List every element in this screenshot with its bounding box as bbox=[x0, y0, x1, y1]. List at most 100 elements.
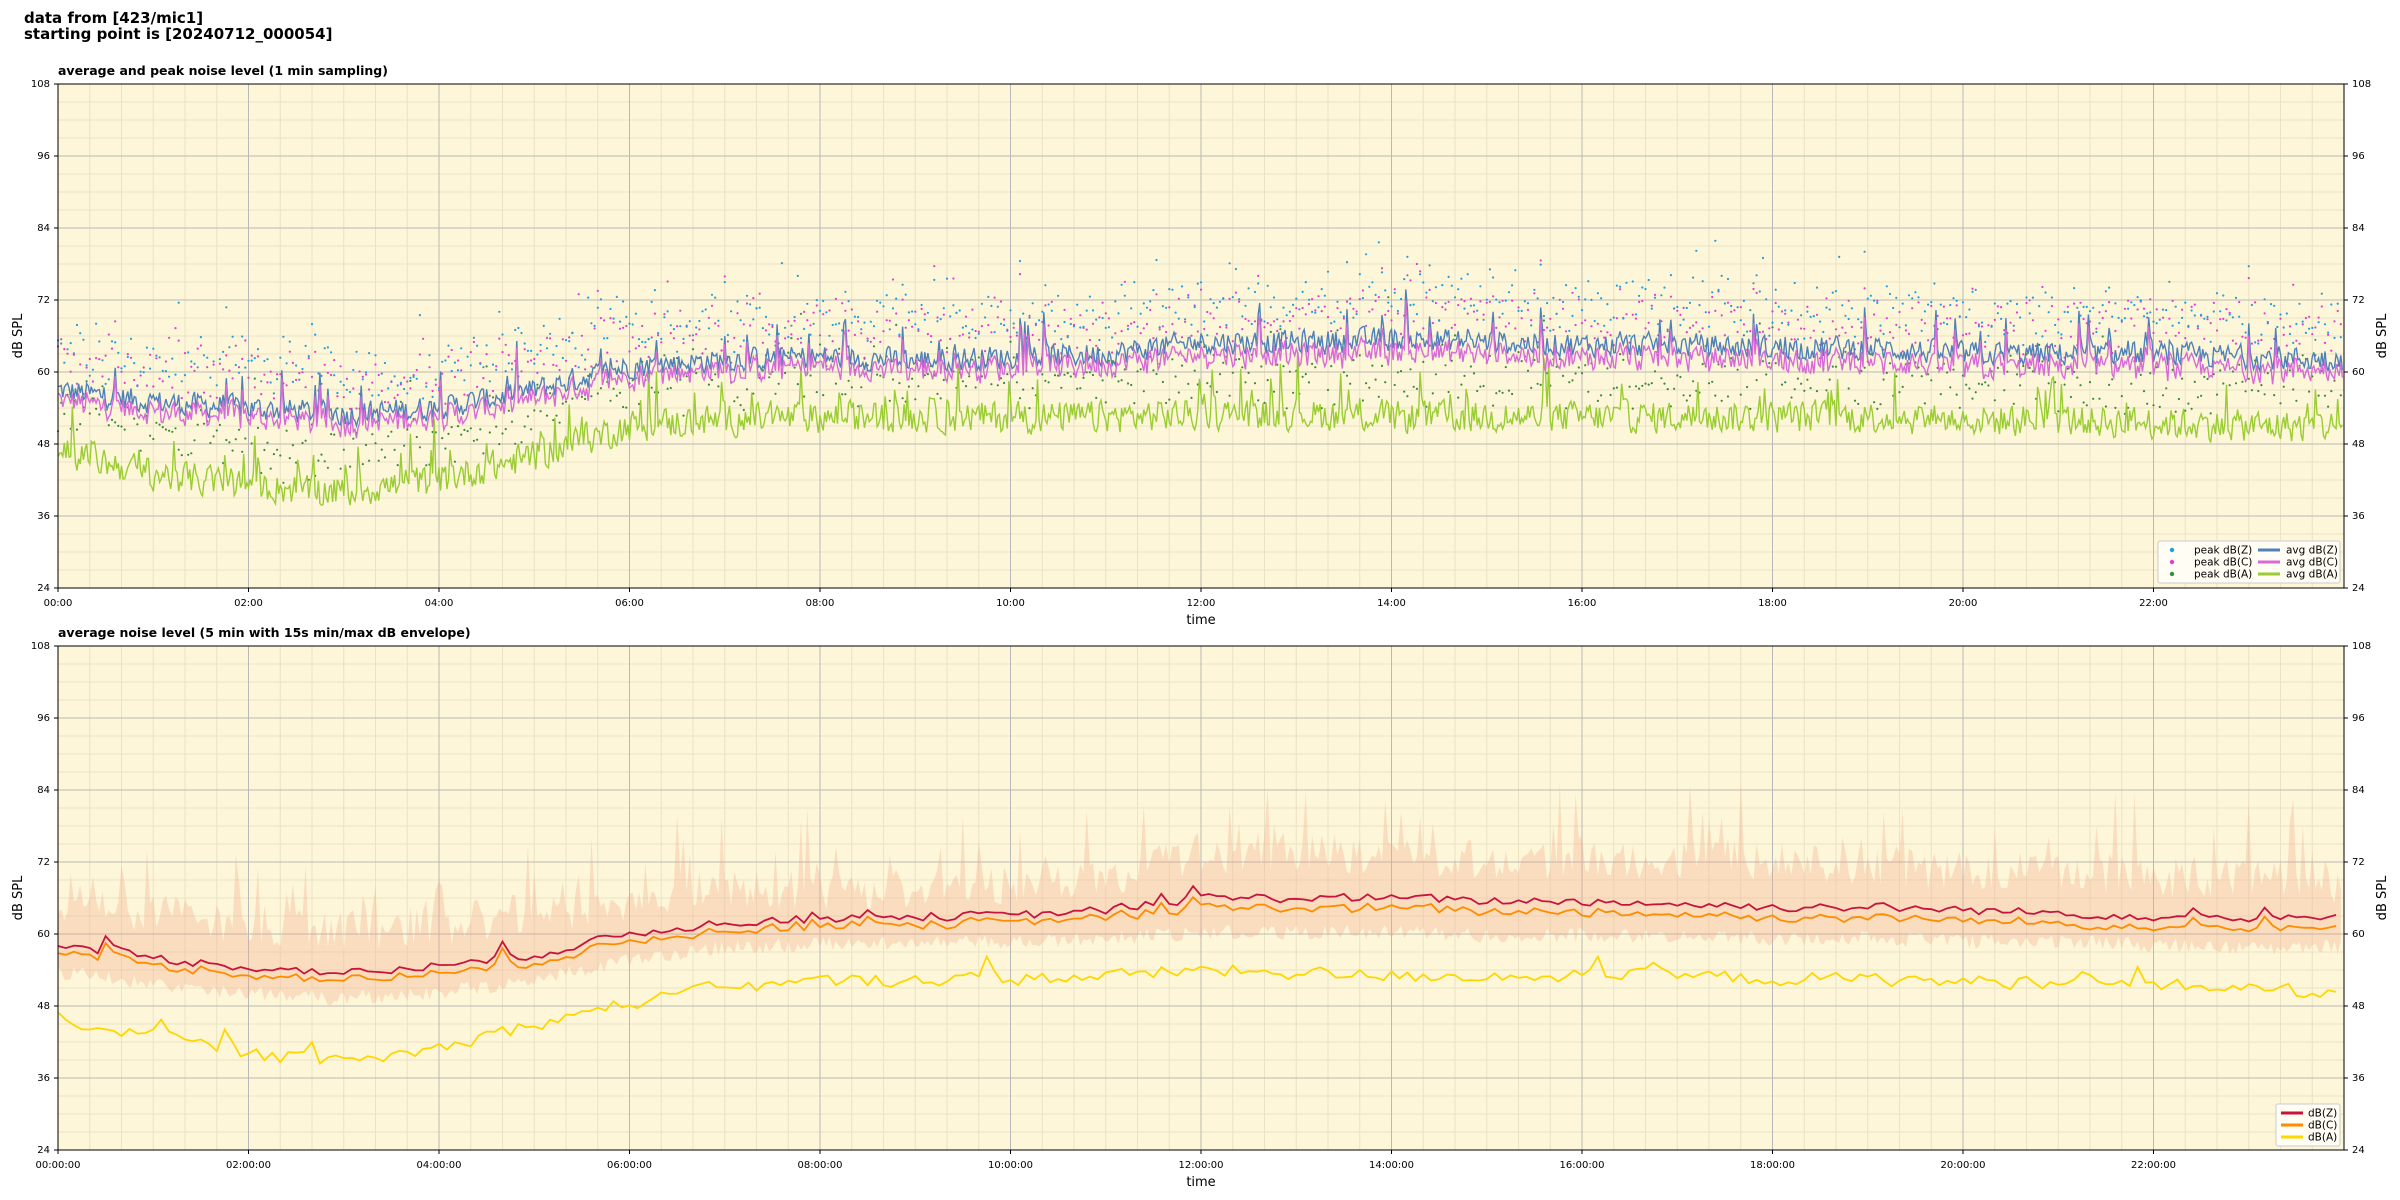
peak-dba-point bbox=[1876, 407, 1879, 410]
peak-dba-point bbox=[1206, 382, 1209, 385]
y-tick-label-right: 96 bbox=[2352, 713, 2365, 724]
peak-dbc-point bbox=[701, 352, 704, 355]
peak-dbz-point bbox=[488, 380, 491, 383]
peak-dba-point bbox=[1292, 391, 1295, 394]
peak-dbz-point bbox=[1647, 278, 1650, 282]
peak-dbz-point bbox=[495, 368, 498, 371]
peak-dbz-point bbox=[387, 387, 390, 390]
peak-dbc-point bbox=[69, 370, 72, 373]
peak-dba-point bbox=[1692, 380, 1695, 383]
peak-dbz-point bbox=[698, 319, 701, 323]
peak-dba-point bbox=[2301, 354, 2304, 357]
peak-dbz-point bbox=[657, 332, 660, 335]
peak-dbz-point bbox=[1203, 320, 1206, 323]
peak-dbc-point bbox=[1663, 336, 1666, 339]
peak-dbz-point bbox=[2203, 317, 2206, 320]
peak-dbz-point bbox=[863, 321, 866, 324]
peak-dbc-point bbox=[828, 309, 831, 312]
y-tick-label-right: 72 bbox=[2352, 857, 2365, 868]
peak-dbc-point bbox=[1895, 323, 1898, 326]
peak-dbc-point bbox=[199, 344, 202, 347]
peak-dbz-point bbox=[260, 380, 263, 383]
x-tick-label: 14:00:00 bbox=[1369, 1160, 1414, 1171]
peak-dbc-point bbox=[333, 359, 336, 362]
peak-dbz-point bbox=[707, 327, 711, 330]
peak-dba-point bbox=[803, 395, 806, 398]
peak-dbz-point bbox=[558, 317, 561, 320]
peak-dbz-point bbox=[406, 392, 409, 395]
x-tick-label: 12:00 bbox=[1187, 598, 1216, 609]
peak-dba-point bbox=[1895, 375, 1898, 378]
peak-dbc-point bbox=[164, 360, 167, 363]
peak-dba-point bbox=[1606, 367, 1609, 370]
peak-dbz-point bbox=[2044, 291, 2047, 294]
peak-dbz-point bbox=[593, 324, 596, 327]
peak-dba-point bbox=[2219, 369, 2222, 372]
peak-dbc-point bbox=[1917, 301, 1920, 304]
peak-dbc-point bbox=[1549, 317, 1552, 320]
peak-dbc-point bbox=[857, 320, 860, 323]
peak-dbz-point bbox=[1215, 306, 1218, 309]
peak-dba-point bbox=[1809, 387, 1812, 390]
peak-dba-point bbox=[2263, 393, 2266, 396]
peak-dbz-point bbox=[2320, 292, 2323, 295]
peak-dbc-point bbox=[1203, 327, 1206, 331]
peak-dba-point bbox=[974, 386, 977, 389]
peak-dbc-point bbox=[1517, 306, 1520, 309]
peak-dba-point bbox=[485, 365, 488, 368]
peak-dbc-point bbox=[2231, 339, 2234, 342]
peak-dbz-point bbox=[2247, 265, 2250, 268]
peak-dbz-point bbox=[450, 369, 453, 373]
peak-dba-point bbox=[1266, 379, 1269, 382]
peak-dbc-point bbox=[117, 366, 120, 369]
peak-dbc-point bbox=[1095, 344, 1098, 347]
peak-dbz-point bbox=[2082, 305, 2085, 308]
peak-dbz-point bbox=[2146, 312, 2149, 315]
peak-dba-point bbox=[1996, 366, 1999, 369]
peak-dbc-point bbox=[1393, 288, 1396, 291]
peak-dbz-point bbox=[618, 320, 622, 323]
x-tick-label: 04:00:00 bbox=[417, 1160, 462, 1171]
peak-dbz-point bbox=[98, 340, 101, 343]
peak-dbc-point bbox=[907, 319, 911, 322]
peak-dbz-point bbox=[301, 367, 304, 371]
peak-dba-point bbox=[368, 459, 371, 462]
peak-dbc-point bbox=[491, 389, 495, 393]
peak-dba-point bbox=[1726, 395, 1730, 398]
peak-dbc-point bbox=[2254, 301, 2257, 304]
peak-dba-point bbox=[695, 372, 698, 375]
peak-dbc-point bbox=[196, 347, 199, 350]
peak-dbc-point bbox=[825, 348, 828, 351]
peak-dbc-point bbox=[2050, 304, 2053, 308]
peak-dbc-point bbox=[1825, 297, 1828, 300]
peak-dbz-point bbox=[206, 356, 209, 359]
peak-dba-point bbox=[926, 373, 930, 376]
peak-dbc-point bbox=[1831, 320, 1834, 323]
peak-dbz-point bbox=[1638, 294, 1641, 297]
peak-dba-point bbox=[774, 392, 777, 395]
peak-dba-point bbox=[1463, 374, 1466, 377]
peak-dba-point bbox=[1409, 368, 1412, 371]
peak-dbz-point bbox=[1831, 291, 1834, 294]
peak-dbz-point bbox=[879, 301, 882, 304]
peak-dba-point bbox=[228, 441, 231, 444]
peak-dbz-point bbox=[2298, 302, 2301, 305]
peak-dbz-point bbox=[339, 380, 342, 383]
peak-dbz-point bbox=[1133, 281, 1136, 284]
peak-dbz-point bbox=[1082, 325, 1085, 328]
peak-dba-point bbox=[2266, 372, 2269, 375]
peak-dbz-point bbox=[904, 293, 907, 296]
peak-dbc-point bbox=[1180, 336, 1184, 339]
peak-dbz-point bbox=[555, 344, 558, 348]
peak-dbz-point bbox=[641, 340, 644, 343]
peak-dbc-point bbox=[1780, 310, 1784, 313]
peak-dba-point bbox=[2209, 412, 2212, 415]
peak-dbc-point bbox=[714, 322, 717, 325]
peak-dbc-point bbox=[2098, 311, 2101, 314]
peak-dbz-point bbox=[1501, 312, 1504, 315]
peak-dbc-point bbox=[85, 366, 88, 369]
peak-dbc-point bbox=[1069, 317, 1072, 320]
chart-title: average noise level (5 min with 15s min/… bbox=[58, 625, 471, 640]
peak-dbc-point bbox=[107, 333, 110, 336]
peak-dbc-point bbox=[1161, 325, 1164, 328]
